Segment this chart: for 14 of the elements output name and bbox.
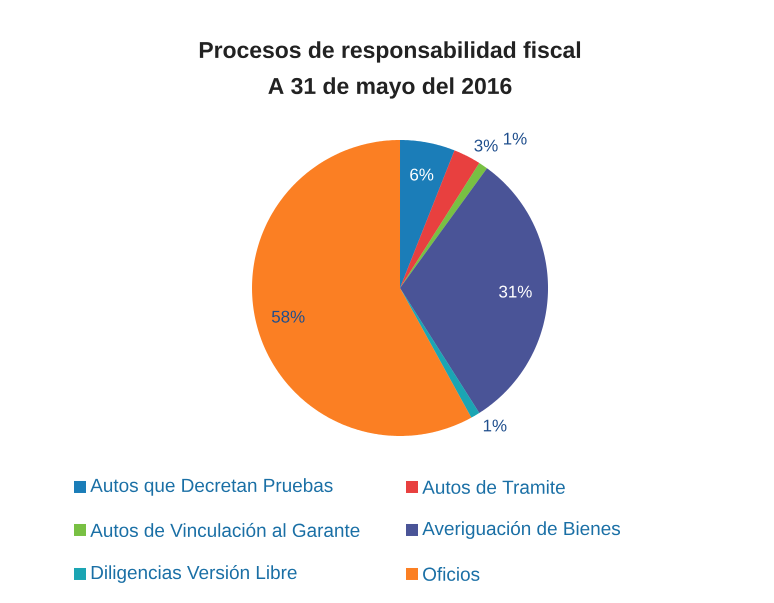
data-label: 31% [499,286,532,298]
data-label: 58% [272,310,305,323]
data-label: 1% [504,132,527,145]
data-label: 1% [484,420,506,432]
chart-subtitle: A 31 de mayo del 2016 [268,77,512,99]
legend-label: Autos de Vinculación al Garante [90,522,360,538]
legend-label: Autos de Tramite [422,480,565,494]
data-label: 3% [474,140,498,152]
data-label: 6% [410,168,434,181]
legend-label: Oficios [423,567,480,581]
legend-label: Autos que Decretan Pruebas [90,478,333,496]
legend-label: Diligencias Versión Libre [92,565,297,583]
legend-label: Averiguación de Bienes [422,521,620,539]
chart-title: Procesos de responsabilidad fiscal [200,41,580,63]
